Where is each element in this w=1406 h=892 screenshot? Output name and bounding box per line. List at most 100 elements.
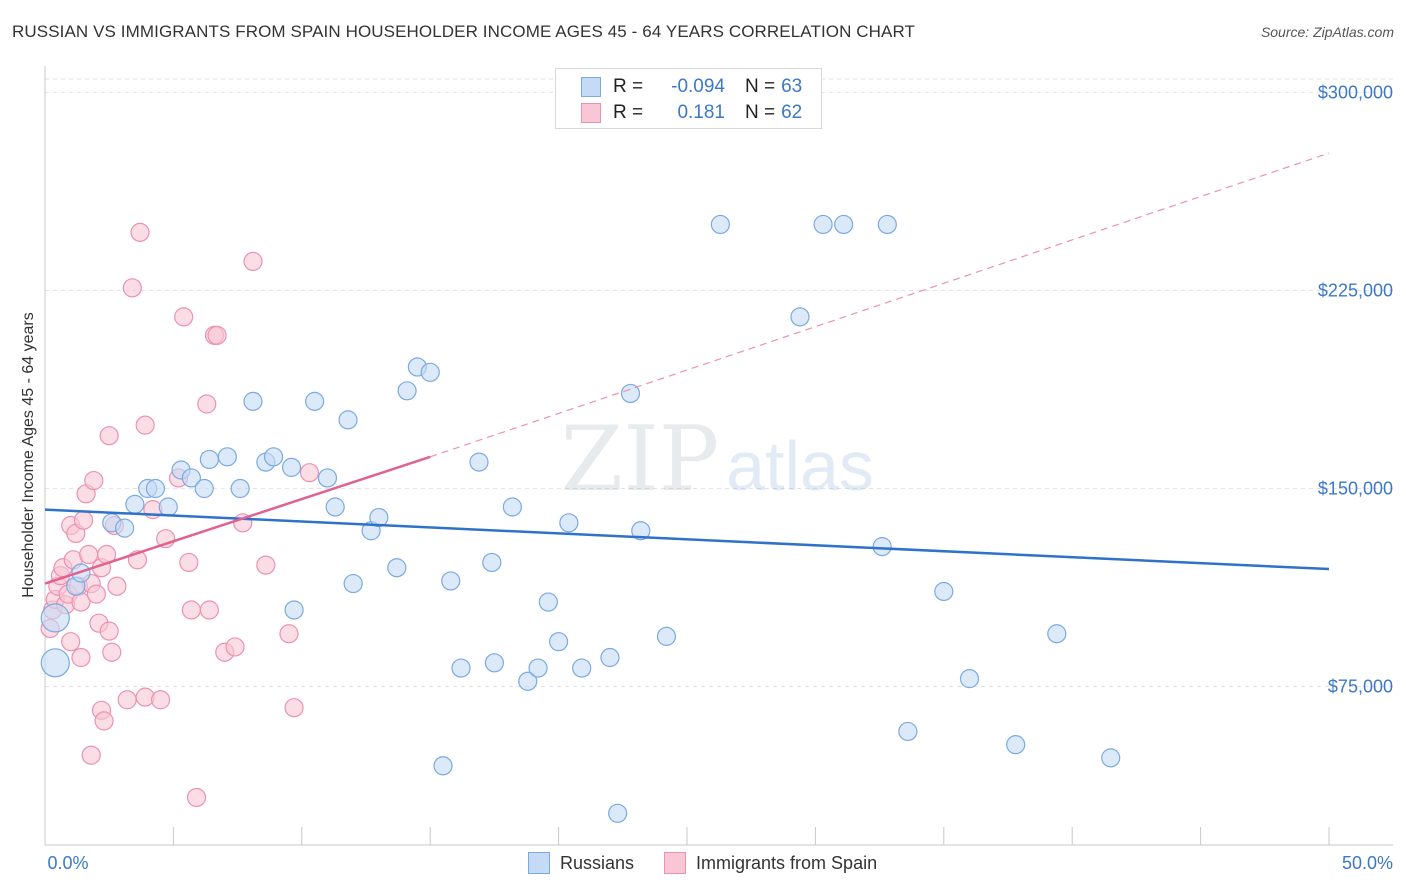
spain-point[interactable]	[207, 325, 227, 345]
russians-point[interactable]	[317, 468, 338, 488]
spain-point[interactable]	[243, 251, 263, 272]
spain-r-value: 0.181	[677, 102, 725, 123]
russians-point[interactable]	[548, 632, 569, 652]
russians-point[interactable]	[217, 447, 237, 467]
russians-point[interactable]	[125, 494, 145, 514]
spain-point[interactable]	[102, 642, 122, 662]
spain-point[interactable]	[99, 621, 119, 641]
russians-point[interactable]	[518, 671, 538, 691]
russians-point[interactable]	[528, 658, 548, 678]
russians-point[interactable]	[451, 658, 471, 678]
spain-point[interactable]	[81, 745, 101, 765]
y-tick-label: $150,000	[1318, 479, 1393, 499]
russians-point[interactable]	[572, 658, 592, 678]
n-label: N =	[745, 76, 776, 97]
russians-point[interactable]	[656, 626, 677, 646]
r-label: R =	[613, 76, 644, 97]
russians-point[interactable]	[559, 513, 579, 533]
russians-point[interactable]	[325, 497, 345, 517]
spain-point[interactable]	[86, 584, 106, 604]
spain-point[interactable]	[107, 576, 127, 596]
spain-point[interactable]	[225, 637, 245, 657]
russians-point[interactable]	[305, 391, 325, 411]
spain-point[interactable]	[299, 463, 320, 483]
russians-point[interactable]	[834, 214, 854, 235]
russians-point[interactable]	[281, 457, 302, 477]
russians-point[interactable]	[441, 571, 461, 591]
russians-point[interactable]	[631, 521, 651, 541]
russians-point[interactable]	[934, 581, 954, 602]
spain-point[interactable]	[94, 711, 114, 731]
y-tick-labels: $75,000 $150,000 $225,000 $300,000	[1318, 82, 1393, 696]
correlation-legend: R = -0.094 N = 63 R = 0.181 N = 62	[555, 68, 822, 129]
russians-point[interactable]	[790, 307, 810, 327]
russians-point[interactable]	[338, 410, 358, 430]
russians-point[interactable]	[40, 603, 70, 633]
russians-point[interactable]	[145, 478, 166, 499]
n-label: N =	[745, 102, 776, 123]
russians-point[interactable]	[194, 478, 214, 499]
russians-point[interactable]	[600, 647, 620, 668]
russians-point[interactable]	[1006, 735, 1026, 755]
chart-title: RUSSIAN VS IMMIGRANTS FROM SPAIN HOUSEHO…	[12, 22, 916, 41]
spain-point[interactable]	[174, 307, 194, 327]
spain-trend-extension	[430, 152, 1330, 458]
russians-point[interactable]	[898, 721, 918, 742]
russians-point[interactable]	[469, 452, 489, 472]
spain-legend-label: Immigrants from Spain	[696, 852, 878, 873]
source-label: Source: ZipAtlas.com	[1260, 24, 1394, 40]
legend-item-russians[interactable]: Russians	[528, 852, 634, 874]
russians-point[interactable]	[199, 449, 219, 470]
spain-point[interactable]	[186, 787, 207, 808]
russians-point[interactable]	[620, 383, 641, 404]
spain-point[interactable]	[61, 632, 81, 652]
russians-point[interactable]	[877, 214, 897, 235]
spain-point[interactable]	[199, 600, 219, 620]
russians-point[interactable]	[343, 573, 363, 594]
spain-point[interactable]	[179, 552, 199, 573]
russians-point[interactable]	[959, 669, 980, 689]
spain-point[interactable]	[84, 470, 104, 491]
russians-point[interactable]	[230, 478, 250, 499]
russians-point[interactable]	[243, 391, 263, 411]
russians-point[interactable]	[115, 518, 135, 538]
legend-item-spain[interactable]: Immigrants from Spain	[664, 852, 877, 874]
spain-point[interactable]	[71, 647, 91, 668]
spain-trend-line	[44, 455, 431, 585]
russians-point[interactable]	[482, 552, 502, 573]
spain-point[interactable]	[279, 624, 299, 644]
russians-point[interactable]	[181, 468, 201, 488]
russians-point[interactable]	[158, 497, 178, 517]
spain-point[interactable]	[150, 690, 171, 710]
russians-swatch	[581, 77, 601, 97]
spain-point[interactable]	[284, 698, 304, 718]
russians-point[interactable]	[263, 447, 284, 467]
spain-point[interactable]	[117, 690, 137, 710]
spain-point[interactable]	[73, 510, 94, 530]
spain-point[interactable]	[256, 555, 276, 575]
russians-point[interactable]	[872, 537, 892, 557]
russians-point[interactable]	[484, 653, 504, 673]
russians-point[interactable]	[387, 558, 407, 578]
russians-point[interactable]	[369, 507, 389, 528]
russians-point[interactable]	[608, 803, 628, 823]
russians-point[interactable]	[1047, 624, 1067, 644]
russians-point[interactable]	[710, 214, 730, 235]
russians-point[interactable]	[538, 592, 558, 612]
spain-point[interactable]	[99, 426, 119, 446]
spain-point[interactable]	[130, 222, 150, 242]
watermark-zip: ZIP	[561, 407, 720, 512]
spain-point[interactable]	[122, 278, 142, 298]
russians-point[interactable]	[420, 362, 440, 382]
russians-point[interactable]	[433, 756, 453, 776]
spain-point[interactable]	[135, 415, 155, 435]
russians-point[interactable]	[397, 381, 417, 401]
russians-point[interactable]	[284, 600, 304, 620]
russians-point[interactable]	[502, 497, 522, 517]
watermark-atlas: atlas	[726, 427, 874, 505]
russians-point[interactable]	[40, 648, 70, 678]
spain-point[interactable]	[197, 394, 217, 414]
russians-point[interactable]	[1101, 748, 1121, 768]
spain-point[interactable]	[181, 600, 201, 620]
russians-point[interactable]	[813, 214, 833, 235]
